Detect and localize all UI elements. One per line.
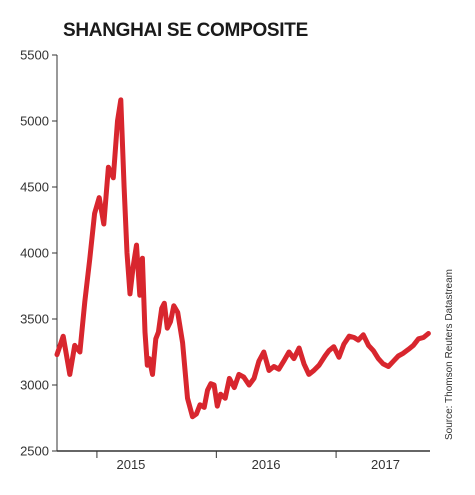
source-note: Source: Thomson Reuters Datastream	[444, 269, 455, 440]
series-layer	[54, 97, 431, 420]
y-tick-label: 2500	[20, 444, 49, 459]
tick-labels: 2500 3000 3500 4000 4500 5000 5500 2015 2016 2017	[20, 48, 400, 473]
y-tick-label: 4000	[20, 246, 49, 261]
y-tick-label: 3000	[20, 378, 49, 393]
x-tick-label: 2015	[116, 457, 145, 472]
y-tick-label: 3500	[20, 312, 49, 327]
x-tick-label: 2016	[252, 457, 281, 472]
series-line	[54, 97, 431, 420]
y-tick-label: 5000	[20, 114, 49, 129]
x-tick-label: 2017	[371, 457, 400, 472]
chart-title: SHANGHAI SE COMPOSITE	[63, 20, 308, 41]
y-tick-label: 4500	[20, 180, 49, 195]
axes	[52, 54, 430, 458]
y-tick-label: 5500	[20, 48, 49, 63]
